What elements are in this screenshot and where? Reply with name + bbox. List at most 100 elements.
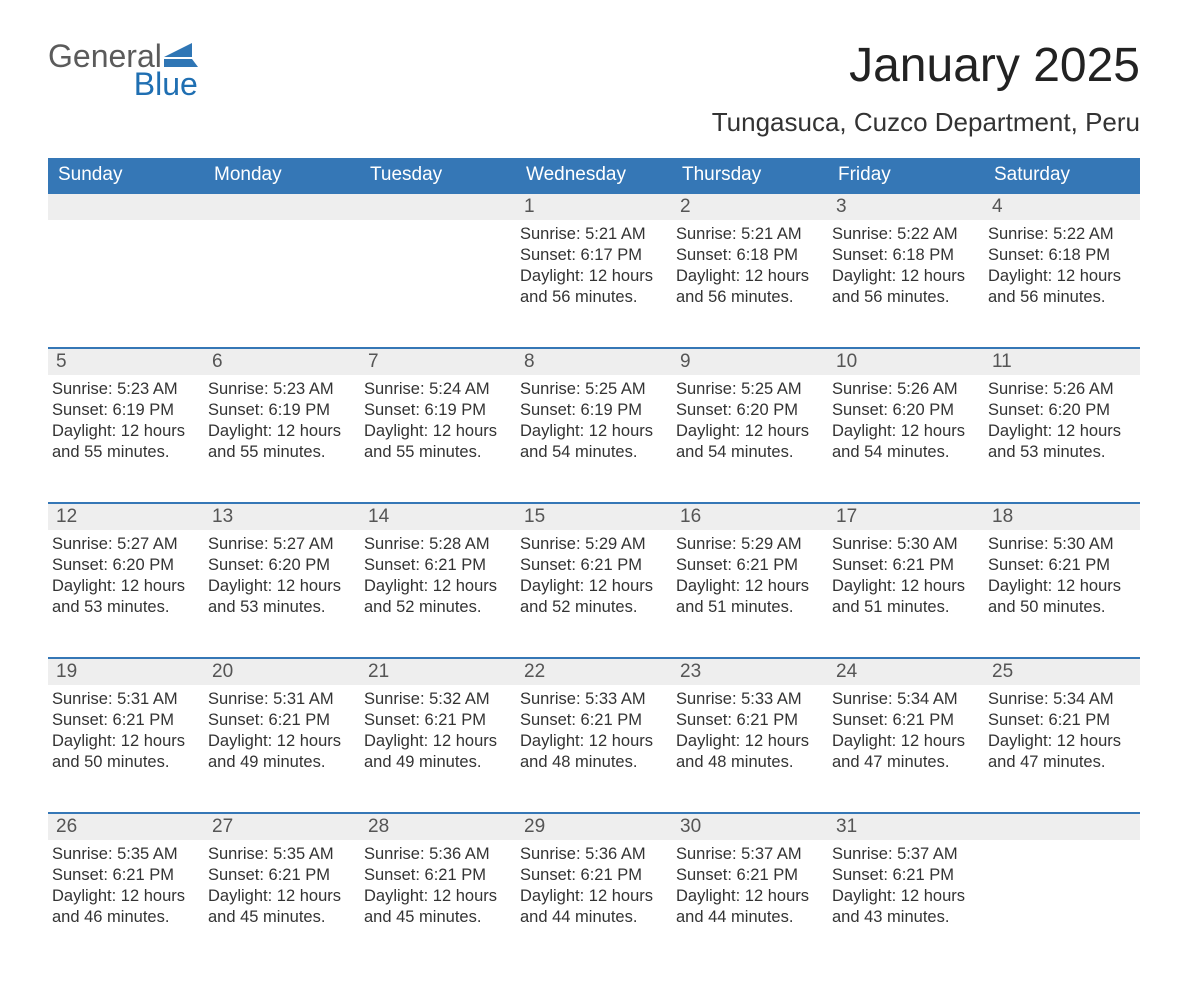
calendar-head: SundayMondayTuesdayWednesdayThursdayFrid… xyxy=(48,158,1140,193)
sunrise-text: Sunrise: 5:22 AM xyxy=(988,224,1132,245)
sunrise-text: Sunrise: 5:33 AM xyxy=(520,689,664,710)
day-number-cell: 17 xyxy=(828,503,984,530)
day-content-cell: Sunrise: 5:26 AMSunset: 6:20 PMDaylight:… xyxy=(984,375,1140,503)
sunset-text: Sunset: 6:21 PM xyxy=(52,865,196,886)
day-content-cell xyxy=(360,220,516,348)
daylight-text: Daylight: 12 hours and 45 minutes. xyxy=(208,886,352,928)
day-number-row: 1234 xyxy=(48,193,1140,220)
sunset-text: Sunset: 6:20 PM xyxy=(208,555,352,576)
day-content-row: Sunrise: 5:27 AMSunset: 6:20 PMDaylight:… xyxy=(48,530,1140,658)
sunset-text: Sunset: 6:21 PM xyxy=(676,710,820,731)
day-content-cell: Sunrise: 5:25 AMSunset: 6:20 PMDaylight:… xyxy=(672,375,828,503)
weekday-header: Sunday xyxy=(48,158,204,193)
day-content-cell: Sunrise: 5:26 AMSunset: 6:20 PMDaylight:… xyxy=(828,375,984,503)
day-content-cell: Sunrise: 5:29 AMSunset: 6:21 PMDaylight:… xyxy=(516,530,672,658)
page-title: January 2025 xyxy=(712,40,1140,93)
day-content-cell: Sunrise: 5:32 AMSunset: 6:21 PMDaylight:… xyxy=(360,685,516,813)
day-number-cell: 15 xyxy=(516,503,672,530)
weekday-header: Saturday xyxy=(984,158,1140,193)
day-number-cell xyxy=(984,813,1140,840)
day-number-cell xyxy=(48,193,204,220)
day-content-cell: Sunrise: 5:30 AMSunset: 6:21 PMDaylight:… xyxy=(828,530,984,658)
day-content-cell: Sunrise: 5:37 AMSunset: 6:21 PMDaylight:… xyxy=(828,840,984,968)
day-number-cell: 25 xyxy=(984,658,1140,685)
daylight-text: Daylight: 12 hours and 48 minutes. xyxy=(520,731,664,773)
day-number-cell: 10 xyxy=(828,348,984,375)
sunset-text: Sunset: 6:21 PM xyxy=(208,865,352,886)
day-number-cell: 21 xyxy=(360,658,516,685)
day-number-cell: 13 xyxy=(204,503,360,530)
sunset-text: Sunset: 6:17 PM xyxy=(520,245,664,266)
daylight-text: Daylight: 12 hours and 44 minutes. xyxy=(520,886,664,928)
sunrise-text: Sunrise: 5:30 AM xyxy=(832,534,976,555)
day-content-cell: Sunrise: 5:36 AMSunset: 6:21 PMDaylight:… xyxy=(360,840,516,968)
weekday-header: Monday xyxy=(204,158,360,193)
sunset-text: Sunset: 6:21 PM xyxy=(520,710,664,731)
day-content-cell: Sunrise: 5:35 AMSunset: 6:21 PMDaylight:… xyxy=(48,840,204,968)
brand-logo: General Blue xyxy=(48,40,198,100)
sunrise-text: Sunrise: 5:31 AM xyxy=(52,689,196,710)
sunset-text: Sunset: 6:21 PM xyxy=(676,555,820,576)
day-number-cell: 26 xyxy=(48,813,204,840)
day-number-cell: 20 xyxy=(204,658,360,685)
weekday-header: Friday xyxy=(828,158,984,193)
weekday-row: SundayMondayTuesdayWednesdayThursdayFrid… xyxy=(48,158,1140,193)
sunrise-text: Sunrise: 5:35 AM xyxy=(52,844,196,865)
title-block: January 2025 Tungasuca, Cuzco Department… xyxy=(712,40,1140,138)
day-content-cell: Sunrise: 5:29 AMSunset: 6:21 PMDaylight:… xyxy=(672,530,828,658)
sunrise-text: Sunrise: 5:32 AM xyxy=(364,689,508,710)
sunset-text: Sunset: 6:21 PM xyxy=(208,710,352,731)
day-content-cell: Sunrise: 5:27 AMSunset: 6:20 PMDaylight:… xyxy=(204,530,360,658)
sunset-text: Sunset: 6:21 PM xyxy=(364,555,508,576)
day-number-cell: 28 xyxy=(360,813,516,840)
sunrise-text: Sunrise: 5:31 AM xyxy=(208,689,352,710)
day-number-row: 19202122232425 xyxy=(48,658,1140,685)
sunrise-text: Sunrise: 5:23 AM xyxy=(52,379,196,400)
sunrise-text: Sunrise: 5:25 AM xyxy=(520,379,664,400)
calendar-table: SundayMondayTuesdayWednesdayThursdayFrid… xyxy=(48,158,1140,968)
sunrise-text: Sunrise: 5:37 AM xyxy=(676,844,820,865)
day-number-cell: 1 xyxy=(516,193,672,220)
day-content-cell: Sunrise: 5:22 AMSunset: 6:18 PMDaylight:… xyxy=(984,220,1140,348)
daylight-text: Daylight: 12 hours and 49 minutes. xyxy=(208,731,352,773)
day-number-cell: 2 xyxy=(672,193,828,220)
sunset-text: Sunset: 6:20 PM xyxy=(676,400,820,421)
daylight-text: Daylight: 12 hours and 55 minutes. xyxy=(208,421,352,463)
day-number-cell: 19 xyxy=(48,658,204,685)
day-number-cell xyxy=(360,193,516,220)
sunset-text: Sunset: 6:19 PM xyxy=(208,400,352,421)
daylight-text: Daylight: 12 hours and 45 minutes. xyxy=(364,886,508,928)
daylight-text: Daylight: 12 hours and 56 minutes. xyxy=(520,266,664,308)
daylight-text: Daylight: 12 hours and 56 minutes. xyxy=(676,266,820,308)
sunrise-text: Sunrise: 5:34 AM xyxy=(832,689,976,710)
day-content-cell xyxy=(48,220,204,348)
sunset-text: Sunset: 6:21 PM xyxy=(520,555,664,576)
sunrise-text: Sunrise: 5:28 AM xyxy=(364,534,508,555)
daylight-text: Daylight: 12 hours and 53 minutes. xyxy=(52,576,196,618)
sunrise-text: Sunrise: 5:23 AM xyxy=(208,379,352,400)
day-content-row: Sunrise: 5:23 AMSunset: 6:19 PMDaylight:… xyxy=(48,375,1140,503)
day-content-cell: Sunrise: 5:22 AMSunset: 6:18 PMDaylight:… xyxy=(828,220,984,348)
sunset-text: Sunset: 6:19 PM xyxy=(52,400,196,421)
day-content-cell: Sunrise: 5:33 AMSunset: 6:21 PMDaylight:… xyxy=(672,685,828,813)
daylight-text: Daylight: 12 hours and 56 minutes. xyxy=(832,266,976,308)
day-number-cell: 31 xyxy=(828,813,984,840)
day-number-cell: 29 xyxy=(516,813,672,840)
sunrise-text: Sunrise: 5:24 AM xyxy=(364,379,508,400)
weekday-header: Tuesday xyxy=(360,158,516,193)
day-content-cell: Sunrise: 5:28 AMSunset: 6:21 PMDaylight:… xyxy=(360,530,516,658)
daylight-text: Daylight: 12 hours and 50 minutes. xyxy=(988,576,1132,618)
day-content-cell: Sunrise: 5:23 AMSunset: 6:19 PMDaylight:… xyxy=(204,375,360,503)
day-content-cell: Sunrise: 5:36 AMSunset: 6:21 PMDaylight:… xyxy=(516,840,672,968)
daylight-text: Daylight: 12 hours and 43 minutes. xyxy=(832,886,976,928)
sunrise-text: Sunrise: 5:27 AM xyxy=(52,534,196,555)
daylight-text: Daylight: 12 hours and 48 minutes. xyxy=(676,731,820,773)
sunrise-text: Sunrise: 5:21 AM xyxy=(676,224,820,245)
daylight-text: Daylight: 12 hours and 55 minutes. xyxy=(364,421,508,463)
sunset-text: Sunset: 6:21 PM xyxy=(832,555,976,576)
daylight-text: Daylight: 12 hours and 53 minutes. xyxy=(208,576,352,618)
day-number-cell: 24 xyxy=(828,658,984,685)
sunset-text: Sunset: 6:19 PM xyxy=(520,400,664,421)
sunrise-text: Sunrise: 5:22 AM xyxy=(832,224,976,245)
day-content-cell: Sunrise: 5:37 AMSunset: 6:21 PMDaylight:… xyxy=(672,840,828,968)
